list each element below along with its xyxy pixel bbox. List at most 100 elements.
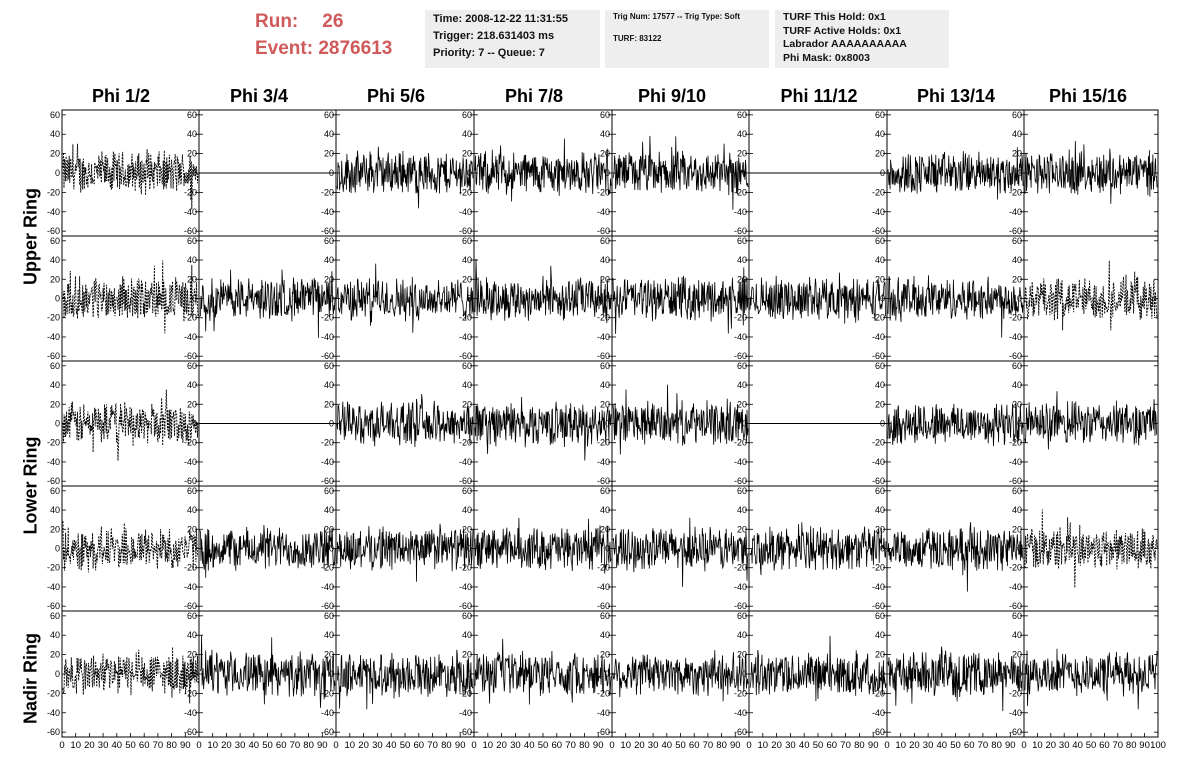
y-tick-label: 60 — [50, 361, 60, 371]
y-tick-label: 0 — [742, 419, 747, 429]
x-tick-label: 10 — [483, 740, 494, 751]
y-tick-label: -20 — [1009, 313, 1022, 323]
y-tick-label: 20 — [1012, 399, 1022, 409]
y-tick-label: 40 — [737, 380, 747, 390]
y-tick-label: -40 — [321, 457, 334, 467]
y-tick-label: 0 — [55, 419, 60, 429]
y-tick-label: -60 — [872, 476, 885, 486]
y-tick-label: -60 — [459, 351, 472, 361]
y-tick-label: -40 — [47, 207, 60, 217]
y-tick-label: 60 — [600, 236, 610, 246]
col-header-phi-15-16: Phi 15/16 — [1048, 86, 1128, 106]
y-tick-label: -60 — [321, 226, 334, 236]
waveform-trace — [612, 517, 749, 587]
y-tick-label: 60 — [875, 486, 885, 496]
y-tick-label: 20 — [324, 399, 334, 409]
x-tick-label: 0 — [746, 740, 751, 751]
y-tick-label: -40 — [597, 207, 610, 217]
x-tick-label: 30 — [1059, 740, 1070, 751]
col-header-phi-13-14: Phi 13/14 — [916, 86, 996, 106]
y-tick-label: -60 — [47, 226, 60, 236]
y-tick-label: 0 — [880, 669, 885, 679]
y-tick-label: 20 — [737, 650, 747, 660]
y-tick-label: -60 — [597, 727, 610, 737]
x-tick-label: 20 — [1046, 740, 1057, 751]
x-tick-label: 40 — [386, 740, 397, 751]
y-tick-label: -60 — [184, 351, 197, 361]
x-tick-label: 30 — [923, 740, 934, 751]
y-tick-label: 20 — [187, 149, 197, 159]
y-tick-label: 60 — [187, 611, 197, 621]
y-tick-label: 60 — [875, 110, 885, 120]
col-header-phi-5-6: Phi 5/6 — [366, 86, 426, 106]
y-tick-label: 20 — [462, 399, 472, 409]
y-tick-label: 20 — [187, 524, 197, 534]
y-tick-label: -40 — [321, 582, 334, 592]
y-tick-label: 60 — [50, 486, 60, 496]
waveform-trace — [887, 522, 1024, 592]
y-tick-label: -60 — [459, 226, 472, 236]
x-tick-label: 30 — [235, 740, 246, 751]
y-tick-label: -40 — [597, 457, 610, 467]
x-tick-label: 0 — [609, 740, 614, 751]
y-tick-label: -60 — [459, 601, 472, 611]
waveform-trace — [62, 389, 199, 461]
y-tick-label: 40 — [462, 129, 472, 139]
x-tick-label: 10 — [1032, 740, 1043, 751]
y-tick-label: -40 — [47, 582, 60, 592]
event-label: Event: 2876613 — [255, 38, 393, 59]
y-tick-label: 40 — [50, 129, 60, 139]
y-tick-label: 0 — [192, 168, 197, 178]
y-tick-label: -40 — [734, 582, 747, 592]
y-tick-label: 0 — [605, 669, 610, 679]
y-tick-label: 0 — [880, 294, 885, 304]
y-tick-label: 40 — [187, 255, 197, 265]
time-info-box: Time: 2008-12-22 11:31:55 Trigger: 218.6… — [425, 10, 600, 68]
y-tick-label: 60 — [462, 236, 472, 246]
y-tick-label: -20 — [184, 313, 197, 323]
y-tick-label: 40 — [875, 630, 885, 640]
y-tick-label: 40 — [875, 380, 885, 390]
y-tick-label: 60 — [324, 361, 334, 371]
waveform-trace — [612, 650, 749, 702]
y-tick-label: 40 — [600, 255, 610, 265]
y-tick-label: 40 — [600, 505, 610, 515]
x-tick-label: 60 — [276, 740, 287, 751]
x-tick-label: 60 — [139, 740, 150, 751]
y-tick-label: 40 — [50, 380, 60, 390]
x-tick-label: 10 — [758, 740, 769, 751]
y-tick-label: -40 — [184, 457, 197, 467]
y-tick-label: 20 — [600, 524, 610, 534]
y-tick-label: 60 — [737, 361, 747, 371]
waveform-trace — [1024, 648, 1158, 710]
x-tick-label: 30 — [785, 740, 796, 751]
turf-text: TURF: 83122 — [613, 34, 662, 43]
y-tick-label: -20 — [459, 438, 472, 448]
x-tick-label: 60 — [964, 740, 975, 751]
x-tick-label: 90 — [593, 740, 604, 751]
y-tick-label: -60 — [872, 727, 885, 737]
y-tick-label: -60 — [734, 351, 747, 361]
x-tick-label: 20 — [84, 740, 95, 751]
col-header-phi-7-8: Phi 7/8 — [504, 86, 564, 106]
y-tick-label: 0 — [192, 544, 197, 554]
waveform-trace — [474, 638, 612, 705]
y-tick-label: 40 — [324, 129, 334, 139]
waveform-trace — [336, 393, 474, 448]
x-tick-label: 80 — [441, 740, 452, 751]
y-tick-label: 0 — [55, 669, 60, 679]
y-tick-label: 60 — [324, 486, 334, 496]
y-tick-label: -20 — [459, 563, 472, 573]
x-tick-label: 80 — [579, 740, 590, 751]
y-tick-label: 0 — [1017, 669, 1022, 679]
y-tick-label: -20 — [597, 313, 610, 323]
y-tick-label: 60 — [600, 361, 610, 371]
y-tick-label: 60 — [1012, 361, 1022, 371]
y-tick-label: 60 — [187, 110, 197, 120]
y-tick-label: -60 — [47, 601, 60, 611]
x-tick-label: 90 — [455, 740, 466, 751]
y-tick-label: 40 — [737, 129, 747, 139]
x-tick-label: 0 — [884, 740, 889, 751]
x-tick-label: 40 — [937, 740, 948, 751]
waveform-trace — [474, 517, 612, 574]
